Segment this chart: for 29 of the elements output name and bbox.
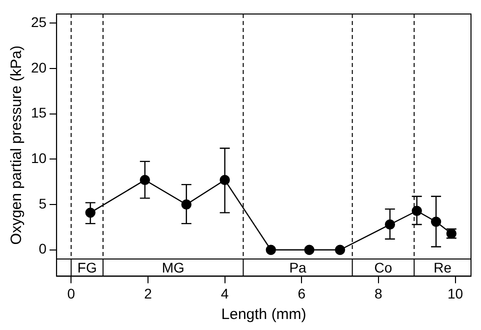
point <box>85 208 96 218</box>
annotation: Co <box>374 259 392 276</box>
annotation: FG <box>77 259 97 276</box>
x-tick-label: 0 <box>67 285 76 302</box>
point <box>140 174 150 186</box>
point <box>384 219 396 230</box>
y-tick-label: 25 <box>30 14 47 30</box>
point <box>266 244 276 255</box>
x-tick-label: 2 <box>144 285 152 302</box>
annotation: MG <box>162 259 184 276</box>
y-tick-label: 10 <box>30 150 47 166</box>
x-tick-label: 4 <box>220 285 229 302</box>
x-tick-label: 10 <box>447 285 464 302</box>
y-tick-label: 20 <box>30 59 47 76</box>
y-tick-label: 15 <box>30 104 47 121</box>
y-tick-label: 5 <box>38 195 47 212</box>
point <box>430 216 442 227</box>
point <box>334 244 346 255</box>
point <box>181 199 192 210</box>
annotation: Pa <box>289 259 307 276</box>
y-tick-label: 0 <box>38 240 47 257</box>
x-tick-label: 6 <box>298 285 306 302</box>
point <box>304 244 314 255</box>
x-tick-label: 8 <box>374 285 383 302</box>
point <box>412 206 422 216</box>
x-axis-title: Length (mm) <box>221 306 306 324</box>
y-axis-title: Oxygen partial pressure (kPa) <box>8 45 26 245</box>
point <box>220 174 230 186</box>
annotation: Re <box>434 259 452 276</box>
